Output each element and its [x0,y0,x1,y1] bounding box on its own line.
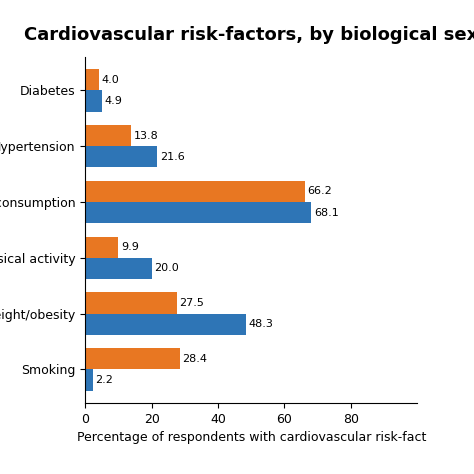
Text: 13.8: 13.8 [134,130,158,141]
Text: 28.4: 28.4 [182,354,207,364]
Text: 4.9: 4.9 [104,96,122,106]
Bar [85,314,246,335]
Text: 2.2: 2.2 [95,375,113,385]
Bar [85,69,99,91]
Text: 9.9: 9.9 [121,242,139,252]
Bar [85,348,180,369]
Bar [85,91,101,111]
Bar [85,146,157,167]
Bar [85,292,176,314]
Text: 21.6: 21.6 [160,152,184,162]
Bar [85,181,305,202]
Text: 27.5: 27.5 [179,298,204,308]
Text: 20.0: 20.0 [155,264,179,273]
Text: 4.0: 4.0 [101,75,119,85]
X-axis label: Percentage of respondents with cardiovascular risk-fact: Percentage of respondents with cardiovas… [76,431,426,444]
Bar [85,125,131,146]
Text: 66.2: 66.2 [308,186,332,196]
Bar [85,258,152,279]
Bar [85,202,311,223]
Bar [85,369,92,391]
Bar [85,237,118,258]
Text: 68.1: 68.1 [314,208,339,218]
Title: Cardiovascular risk-factors, by biological sex: Cardiovascular risk-factors, by biologic… [24,26,474,44]
Text: 48.3: 48.3 [248,319,273,329]
